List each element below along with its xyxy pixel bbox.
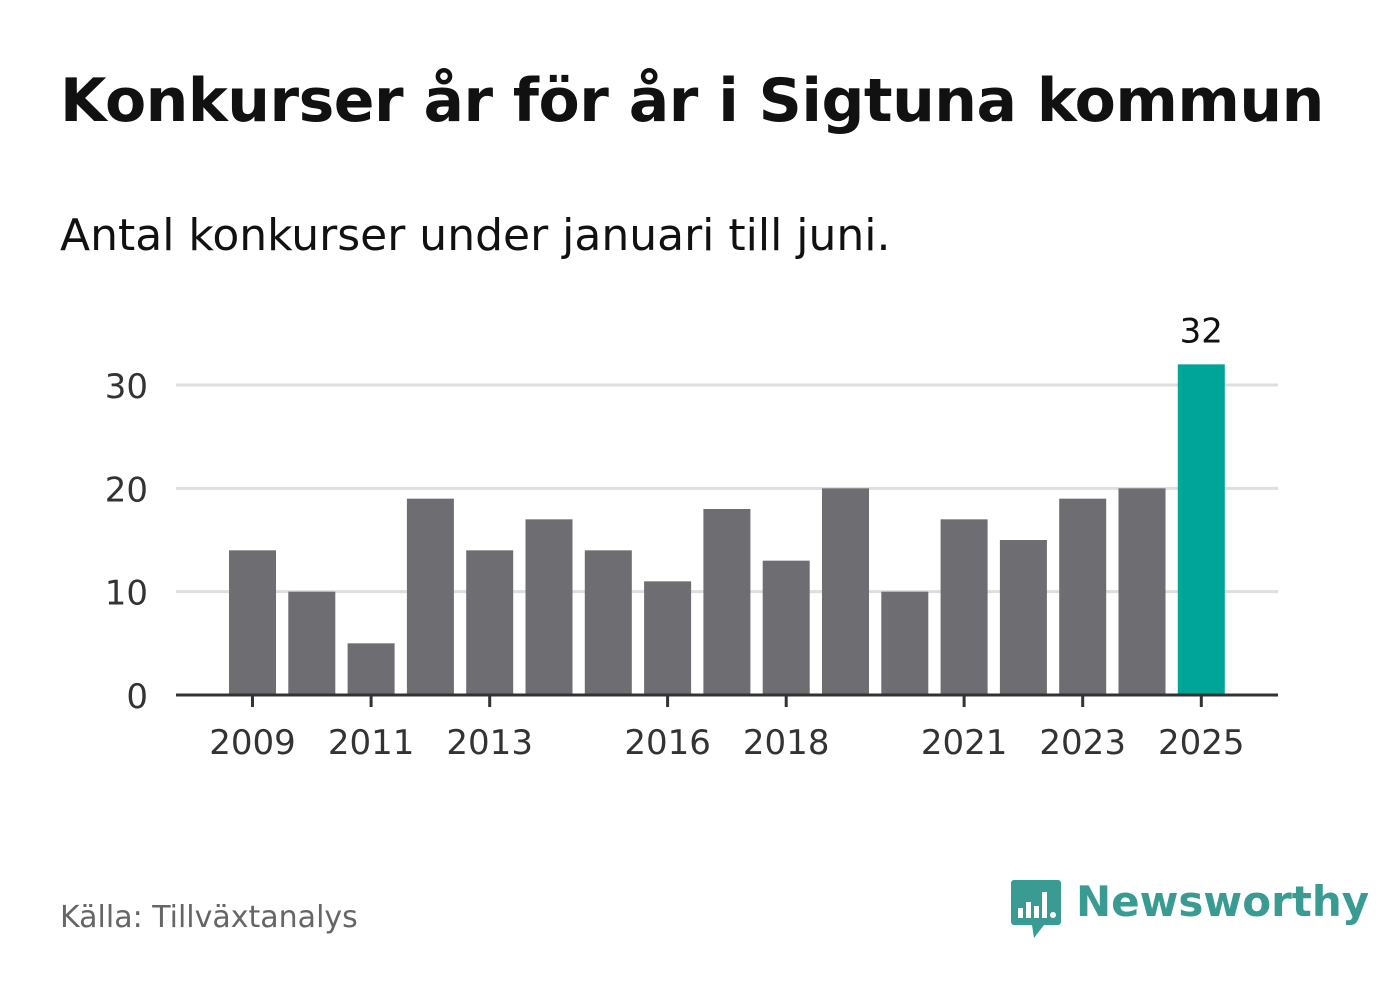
bar-2009 [229,550,276,695]
x-tick-label-2013: 2013 [446,723,533,763]
bar-2019 [822,488,869,695]
bar-2018 [762,560,810,695]
bar-2015 [584,550,632,695]
brand-logo: Newsworthy [1010,876,1370,940]
bars [229,364,1225,695]
bar-2017 [703,509,751,695]
bar-2016 [644,581,692,695]
bar-chart-speech-bubble-icon [1011,880,1061,938]
chart-subtitle: Antal konkurser under januari till juni. [60,210,891,261]
y-tick-label-20: 20 [105,470,148,510]
x-tick-label-2016: 2016 [624,723,711,763]
labels: 0 10 20 30 32 2009 2011 2013 2016 2018 2021 2023 202… [105,311,1245,763]
bar-2013 [466,550,514,695]
bar-2021 [940,519,988,695]
y-tick-label-0: 0 [126,677,148,717]
bar-2020 [881,591,929,695]
chart-title: Konkurser år för år i Sigtuna kommun [60,66,1324,136]
bar-2012 [406,498,454,695]
bar-2011 [347,643,395,695]
x-tick-label-2023: 2023 [1039,723,1126,763]
bar-2022 [999,540,1047,695]
x-tick-label-2021: 2021 [921,723,1008,763]
axes [176,693,1278,707]
x-tick-label-2018: 2018 [743,723,830,763]
bar-2024 [1118,488,1166,695]
bar-2023 [1059,498,1107,695]
y-tick-label-10: 10 [105,574,148,614]
data-label-2025: 32 [1180,311,1223,351]
bar-chart: 0 10 20 30 32 2009 2011 2013 2016 2018 2021 2023 202… [105,311,1278,763]
source-note: Källa: Tillväxtanalys [60,900,358,935]
y-tick-label-30: 30 [105,367,148,407]
x-tick-label-2009: 2009 [209,723,296,763]
x-tick-label-2011: 2011 [328,723,415,763]
bar-2014 [525,519,573,695]
bar-2025 [1177,364,1225,695]
x-tick-label-2025: 2025 [1158,723,1245,763]
brand-name: Newsworthy [1076,876,1370,926]
bar-2010 [288,591,336,695]
